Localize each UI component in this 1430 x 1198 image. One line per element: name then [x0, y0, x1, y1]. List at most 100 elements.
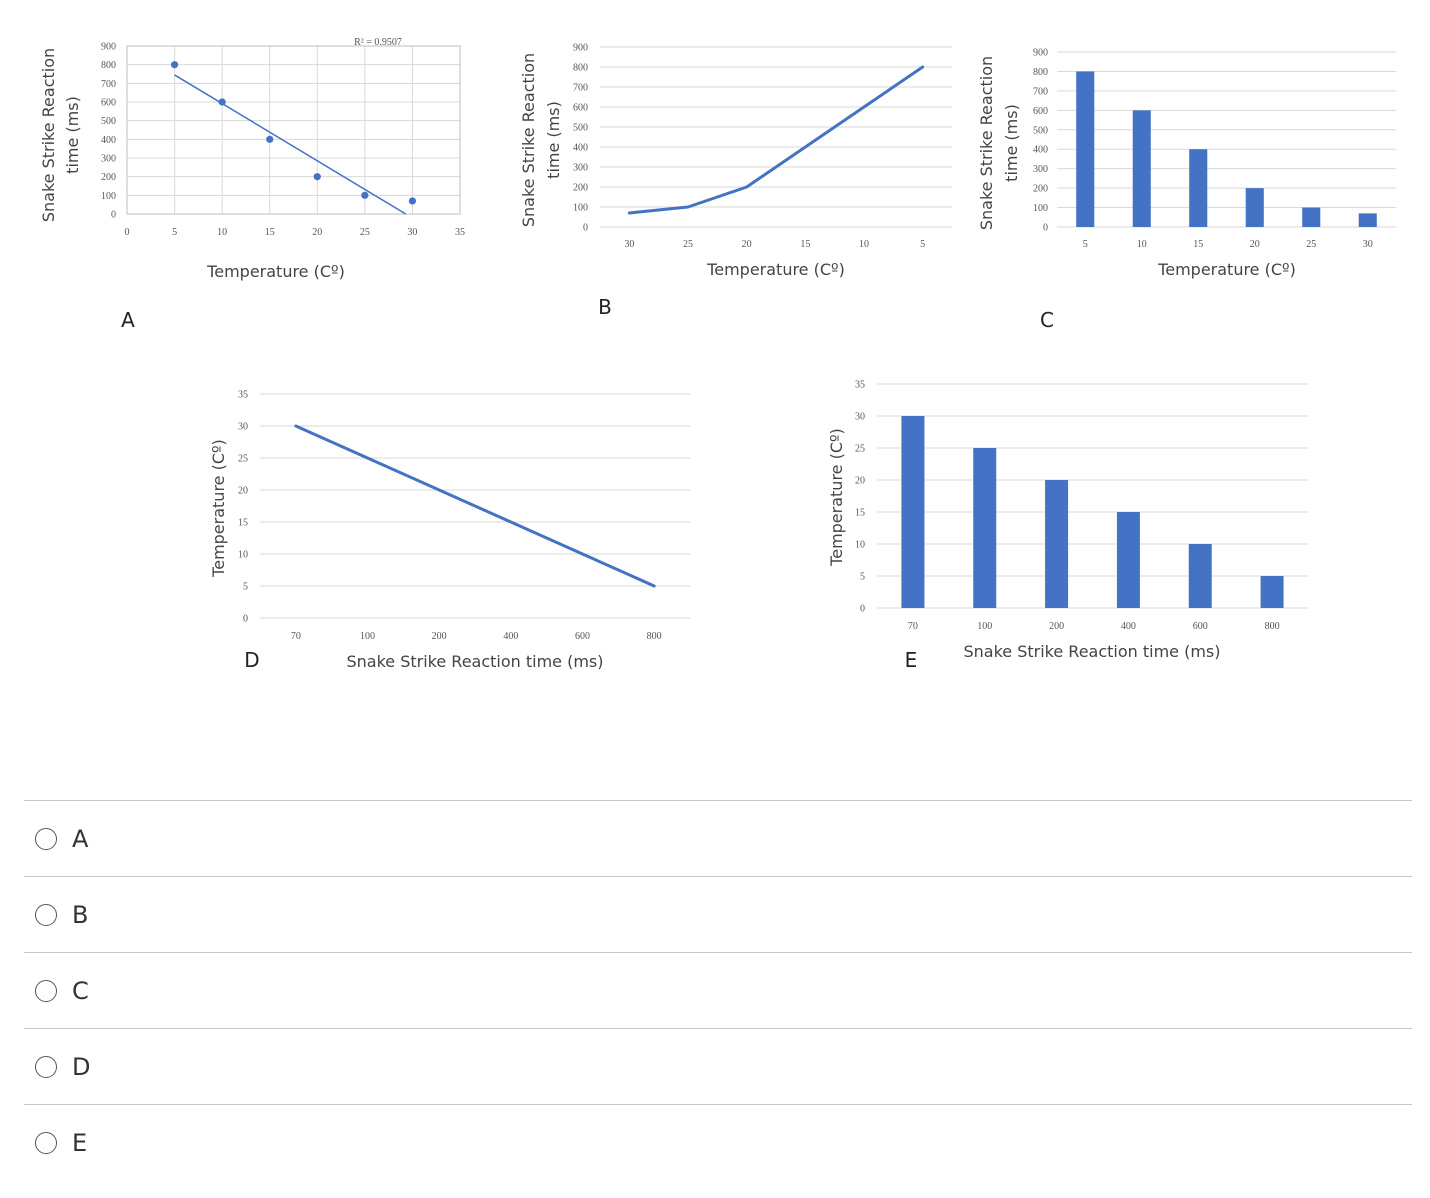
x-axis-title: Snake Strike Reaction time (ms)	[963, 642, 1220, 661]
y-tick-label: 30	[855, 412, 865, 423]
x-tick-label: 5	[172, 227, 177, 238]
bar	[1045, 480, 1069, 608]
x-tick-label: 15	[265, 227, 275, 238]
bar	[1132, 110, 1151, 227]
y-tick-label: 30	[238, 422, 248, 433]
data-point	[170, 61, 179, 69]
option-c[interactable]: C	[24, 952, 1412, 1028]
option-e[interactable]: E	[24, 1104, 1412, 1180]
y-tick-label: 10	[855, 540, 865, 551]
panel-label: D	[244, 648, 259, 672]
y-tick-label: 100	[1033, 203, 1048, 214]
y-tick-label: 700	[573, 83, 588, 94]
option-label: A	[72, 824, 89, 853]
y-tick-label: 500	[573, 123, 588, 134]
y-tick-label: 200	[1033, 184, 1048, 195]
x-tick-label: 0	[125, 227, 130, 238]
y-tick-label: 500	[101, 116, 116, 127]
x-tick-label: 20	[312, 227, 322, 238]
bar	[973, 448, 997, 608]
y-tick-label: 15	[238, 518, 248, 529]
x-tick-label: 10	[1137, 239, 1147, 250]
radio-button[interactable]	[35, 1131, 57, 1154]
x-tick-label: 30	[1363, 239, 1373, 250]
bar	[1116, 512, 1140, 608]
option-a[interactable]: A	[24, 800, 1412, 876]
y-tick-label: 600	[101, 98, 116, 109]
x-tick-label: 5	[1083, 239, 1088, 250]
bar	[1302, 207, 1321, 227]
y-tick-label: 400	[101, 135, 116, 146]
y-axis-title: Snake Strike Reaction	[39, 48, 58, 222]
radio-button[interactable]	[35, 979, 57, 1002]
y-tick-label: 800	[573, 63, 588, 74]
x-tick-label: 600	[575, 631, 590, 642]
radio-button[interactable]	[35, 827, 57, 850]
data-point	[408, 197, 417, 205]
y-tick-label: 5	[860, 572, 865, 583]
bar	[1260, 576, 1284, 608]
chart-b: 0 100 200 300 400 500 600 700 800 900 30 25 20 15 10 5 T…	[519, 43, 952, 319]
y-tick-label: 800	[1033, 67, 1048, 78]
option-label: E	[72, 1128, 88, 1157]
y-tick-label: 400	[573, 143, 588, 154]
bar	[1189, 149, 1208, 227]
y-tick-label: 20	[855, 476, 865, 487]
chart-d: 0 5 10 15 20 25 30 35 70 100 200 400 600 800 Snake Str…	[209, 390, 690, 672]
x-tick-label: 25	[1306, 239, 1316, 250]
y-tick-label: 0	[860, 604, 865, 615]
x-tick-label: 70	[291, 631, 301, 642]
answer-options: A B C D E	[24, 800, 1412, 1180]
radio-button[interactable]	[35, 1055, 57, 1078]
option-label: D	[72, 1052, 91, 1081]
radio-button[interactable]	[35, 903, 57, 926]
option-d[interactable]: D	[24, 1028, 1412, 1104]
x-tick-label: 400	[503, 631, 518, 642]
y-tick-label: 25	[238, 454, 248, 465]
bar	[901, 416, 925, 608]
y-tick-label: 600	[1033, 106, 1048, 117]
series-line	[294, 424, 656, 588]
y-tick-label: 0	[1043, 223, 1048, 234]
r-squared-annotation: R² = 0.9507	[354, 37, 402, 48]
x-tick-label: 800	[1265, 621, 1280, 632]
x-tick-label: 5	[920, 239, 925, 250]
x-axis-title: Temperature (Cº)	[1157, 260, 1296, 279]
x-tick-label: 200	[432, 631, 447, 642]
y-tick-label: 200	[573, 183, 588, 194]
panel-label: E	[905, 648, 918, 672]
y-tick-label: 300	[573, 163, 588, 174]
option-b[interactable]: B	[24, 876, 1412, 952]
y-tick-label: 900	[101, 42, 116, 53]
x-tick-label: 30	[624, 239, 634, 250]
plot-frame	[126, 45, 461, 215]
panel-label: C	[1040, 308, 1054, 332]
data-point	[218, 98, 226, 106]
x-axis-title: Temperature (Cº)	[206, 262, 345, 281]
x-tick-label: 100	[360, 631, 375, 642]
y-tick-label: 0	[111, 210, 116, 221]
y-tick-label: 0	[243, 614, 248, 625]
y-tick-label: 900	[1033, 48, 1048, 59]
panel-label: B	[598, 295, 612, 319]
option-label: B	[72, 900, 89, 929]
x-tick-label: 25	[360, 227, 370, 238]
y-tick-label: 700	[101, 79, 116, 90]
x-tick-label: 15	[1193, 239, 1203, 250]
y-tick-label: 10	[238, 550, 248, 561]
data-point	[313, 173, 321, 181]
bar	[1076, 71, 1095, 227]
chart-e: 0 5 10 15 20 25 30 35 70 100 200 400 600 800 Snake Str…	[827, 380, 1308, 672]
y-tick-label: 100	[101, 191, 116, 202]
x-tick-label: 400	[1121, 621, 1136, 632]
y-tick-label: 200	[101, 172, 116, 183]
y-tick-label: 400	[1033, 145, 1048, 156]
y-axis-title: Snake Strike Reaction	[519, 53, 538, 227]
x-tick-label: 10	[217, 227, 227, 238]
bar	[1358, 213, 1377, 227]
y-tick-label: 25	[855, 444, 865, 455]
y-tick-label: 900	[573, 43, 588, 54]
x-tick-label: 20	[1250, 239, 1260, 250]
x-tick-label: 35	[455, 227, 465, 238]
